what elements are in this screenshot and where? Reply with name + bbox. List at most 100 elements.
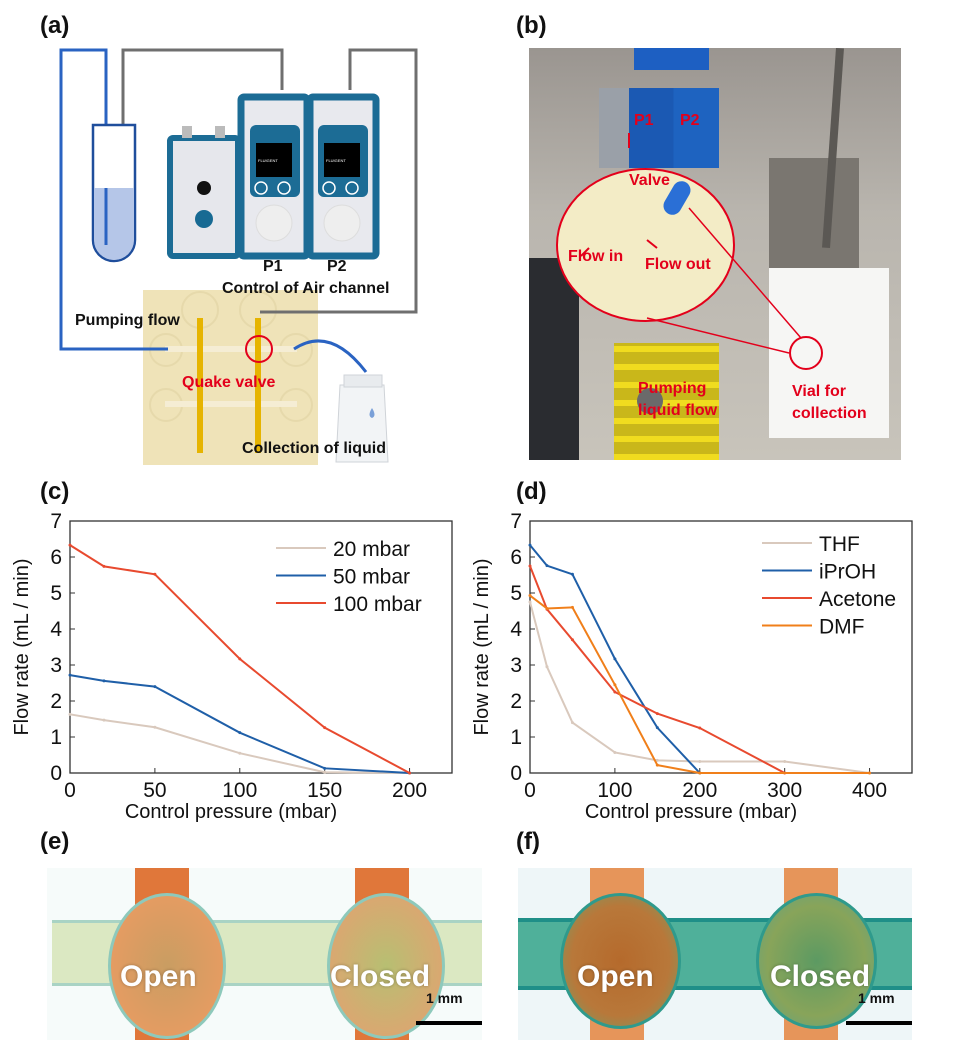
x-tick-label: 50 [143, 779, 166, 802]
scale-bar-label: 1 mm [858, 990, 895, 1006]
panel-c-label: (c) [40, 478, 70, 505]
liquid-flow-label: liquid flow [638, 402, 718, 419]
legend-label: iPrOH [819, 561, 876, 584]
flow-out-label: Flow out [645, 256, 711, 273]
scale-bar-label: 1 mm [426, 990, 463, 1006]
y-tick-label: 5 [510, 582, 522, 605]
panel-a-label: (a) [40, 12, 70, 39]
y-tick-label: 1 [510, 726, 522, 749]
y-tick-label: 1 [50, 726, 62, 749]
y-tick-label: 3 [510, 654, 522, 677]
channel [255, 318, 261, 453]
p2-label: P2 [680, 112, 700, 129]
x-tick-label: 0 [64, 779, 76, 802]
data-point [613, 683, 617, 687]
data-point [408, 771, 412, 775]
legend-label: THF [819, 533, 860, 556]
legend-label: 100 mbar [333, 593, 422, 616]
x-tick-label: 150 [307, 779, 342, 802]
series-line-20-mbar [69, 713, 410, 774]
data-point [528, 600, 532, 604]
data-point [153, 725, 157, 729]
panel-a-schematic: FLUIGENT FLUIGENT [59, 48, 418, 465]
data-point [68, 673, 72, 677]
chip-marker [789, 336, 823, 370]
pumping-flow-label: Pumping flow [75, 312, 180, 329]
panel-f-label: (f) [516, 828, 540, 855]
data-point [570, 572, 574, 576]
y-tick-label: 0 [510, 762, 522, 785]
collection-label: Collection of liquid [242, 440, 386, 457]
panel-e-label: (e) [40, 828, 70, 855]
legend-label: DMF [819, 616, 865, 639]
data-point [153, 572, 157, 576]
data-point [655, 758, 659, 762]
lab-setup-photo [529, 48, 901, 460]
series-line-50-mbar [69, 674, 410, 774]
x-tick-label: 200 [682, 779, 717, 802]
data-point [868, 771, 872, 775]
x-tick-label: 0 [524, 779, 536, 802]
data-point [655, 726, 659, 730]
y-tick-label: 7 [50, 510, 62, 533]
valve-micrograph-f [518, 868, 912, 1040]
data-point [545, 606, 549, 610]
y-tick-label: 3 [50, 654, 62, 677]
panel-d-label: (d) [516, 478, 547, 505]
series-line-iproh [529, 544, 701, 774]
y-tick-label: 7 [510, 510, 522, 533]
data-point [102, 564, 106, 568]
data-point [570, 605, 574, 609]
x-axis-label: Control pressure (mbar) [125, 801, 337, 823]
panel-b-label: (b) [516, 12, 547, 39]
collection-label: collection [792, 405, 867, 422]
legend-label: 50 mbar [333, 566, 410, 589]
data-point [68, 543, 72, 547]
pumping-label: Pumping [638, 380, 707, 397]
flow-in-label: Flow in [568, 248, 624, 265]
series-line-acetone [529, 565, 786, 774]
y-tick-label: 6 [50, 546, 62, 569]
data-point [545, 665, 549, 669]
y-axis-label: Flow rate (mL / min) [471, 558, 493, 735]
p1-label: P1 [634, 112, 654, 129]
y-axis-label: Flow rate (mL / min) [11, 558, 33, 735]
microfluidic-chip [143, 290, 318, 465]
brand-logo: FLUIGENT [326, 158, 346, 163]
plot-frame [69, 520, 453, 774]
x-tick-label: 100 [597, 779, 632, 802]
data-point [323, 726, 327, 730]
data-point [323, 770, 327, 774]
data-point [783, 759, 787, 763]
legend-label: 20 mbar [333, 538, 410, 561]
x-tick-label: 200 [392, 779, 427, 802]
brand-logo: FLUIGENT [258, 158, 278, 163]
x-axis-label: Control pressure (mbar) [585, 801, 797, 823]
data-point [613, 657, 617, 661]
valve-marker [245, 335, 273, 363]
droplet-icon [369, 408, 375, 418]
data-point [102, 679, 106, 683]
valve-micrograph-e [47, 868, 482, 1040]
scale-bar [416, 1021, 482, 1025]
closed-label: Closed [770, 960, 871, 993]
y-tick-label: 6 [510, 546, 522, 569]
open-label: Open [577, 960, 654, 993]
data-point [153, 685, 157, 689]
y-tick-label: 2 [510, 690, 522, 713]
blue-tubing [59, 48, 168, 351]
p2-label: P2 [327, 258, 347, 275]
data-point [570, 721, 574, 725]
y-tick-label: 5 [50, 582, 62, 605]
y-tick-label: 4 [50, 618, 62, 641]
data-point [102, 718, 106, 722]
p1-label: P1 [263, 258, 283, 275]
quake-valve-label: Quake valve [182, 374, 276, 391]
data-point [570, 638, 574, 642]
plot-frame [529, 520, 913, 774]
data-point [323, 766, 327, 770]
x-tick-label: 300 [767, 779, 802, 802]
valve-label: Valve [629, 172, 670, 189]
data-point [613, 750, 617, 754]
